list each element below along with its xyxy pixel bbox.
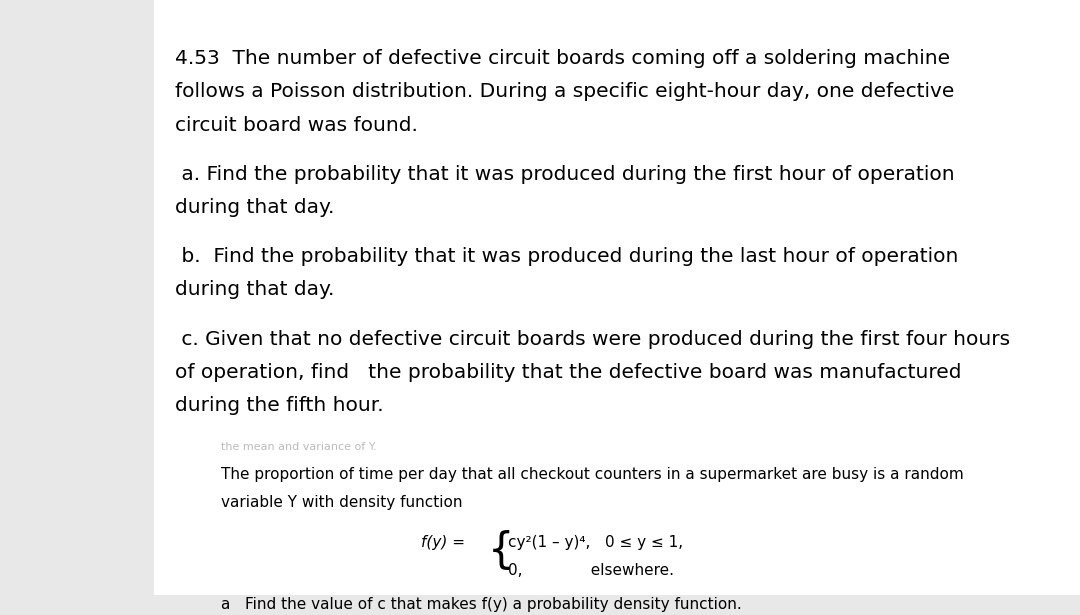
Text: circuit board was found.: circuit board was found. [175, 116, 418, 135]
Text: a   Find the value of c that makes f(y) a probability density function.: a Find the value of c that makes f(y) a … [221, 597, 742, 612]
Text: b.  Find the probability that it was produced during the last hour of operation: b. Find the probability that it was prod… [175, 247, 958, 266]
Text: 0,              elsewhere.: 0, elsewhere. [508, 563, 674, 578]
Text: f(y) =: f(y) = [421, 535, 465, 550]
Text: of operation, find   the probability that the defective board was manufactured: of operation, find the probability that … [175, 363, 961, 382]
Text: during the fifth hour.: during the fifth hour. [175, 396, 383, 415]
Text: The proportion of time per day that all checkout counters in a supermarket are b: The proportion of time per day that all … [221, 467, 964, 482]
Text: variable Y with density function: variable Y with density function [221, 495, 463, 510]
Text: {: { [488, 530, 515, 572]
Text: a. Find the probability that it was produced during the first hour of operation: a. Find the probability that it was prod… [175, 165, 955, 184]
Text: follows a Poisson distribution. During a specific eight-hour day, one defective: follows a Poisson distribution. During a… [175, 82, 955, 101]
Text: c. Given that no defective circuit boards were produced during the first four ho: c. Given that no defective circuit board… [175, 330, 1010, 349]
Text: during that day.: during that day. [175, 280, 335, 300]
Text: the mean and variance of Y.: the mean and variance of Y. [221, 442, 377, 452]
Text: cy²(1 – y)⁴,   0 ≤ y ≤ 1,: cy²(1 – y)⁴, 0 ≤ y ≤ 1, [508, 535, 683, 550]
Text: 4.53  The number of defective circuit boards coming off a soldering machine: 4.53 The number of defective circuit boa… [175, 49, 950, 68]
Text: during that day.: during that day. [175, 198, 335, 217]
